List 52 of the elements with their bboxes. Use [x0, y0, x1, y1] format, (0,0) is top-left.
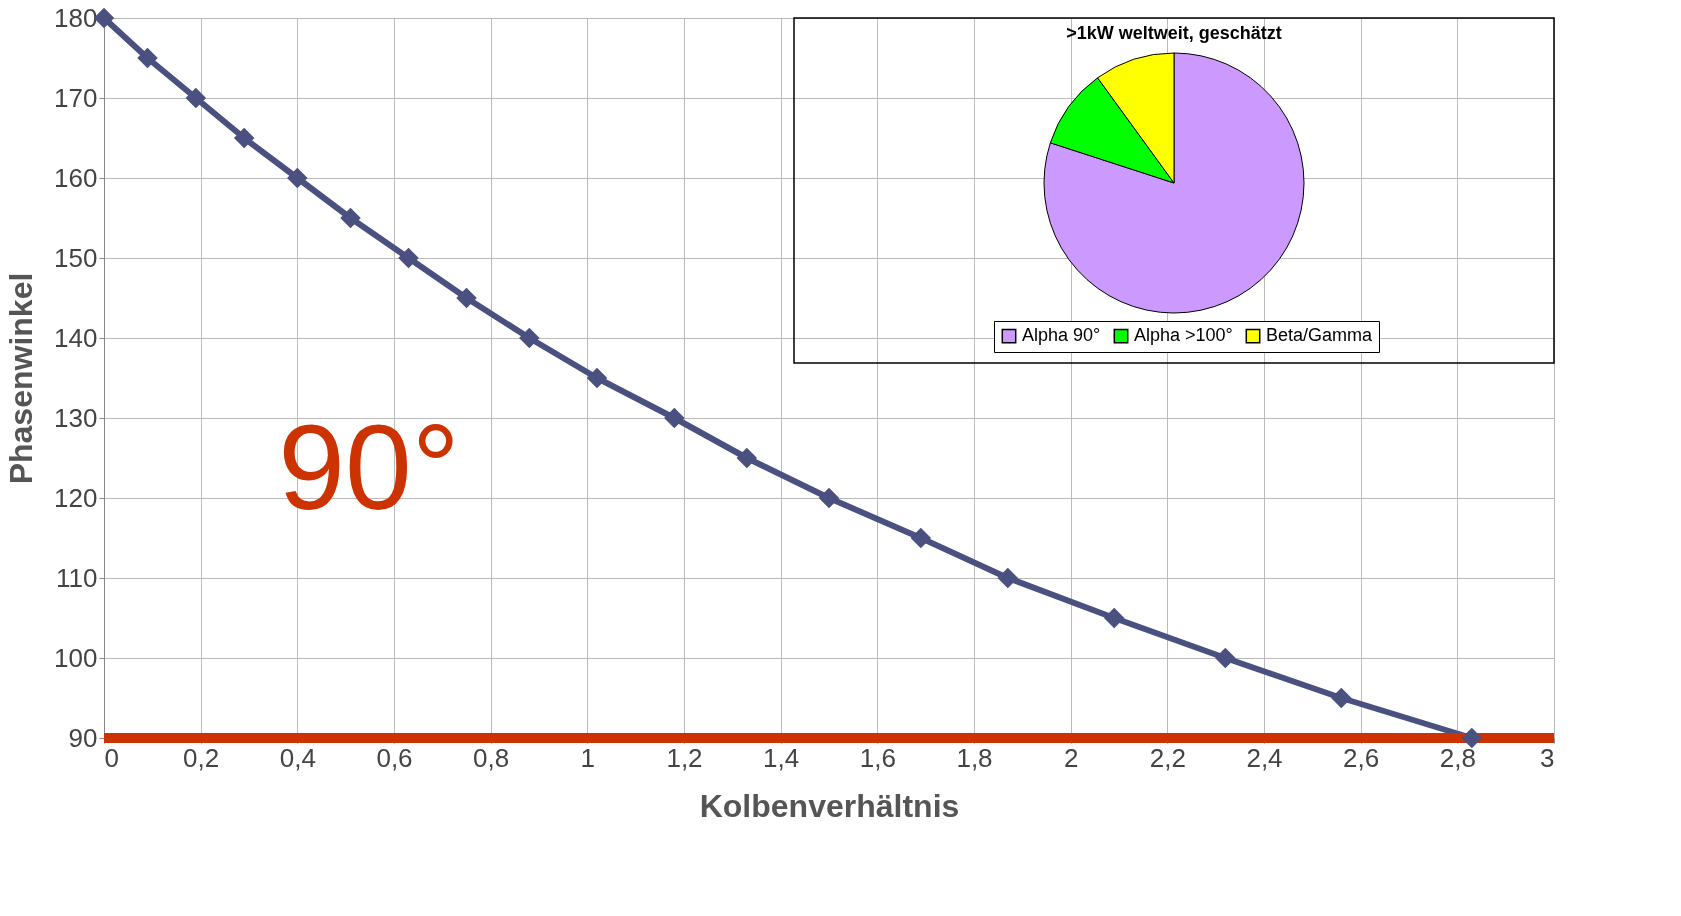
y-tick-label: 130	[54, 402, 98, 433]
annotation: 90°	[278, 400, 460, 534]
y-tick-label: 160	[54, 162, 98, 193]
y-tick-label: 150	[54, 242, 98, 273]
pie-slice	[1043, 52, 1305, 314]
x-axis-title: Kolbenverhältnis	[699, 787, 960, 824]
x-tick-label: 1	[580, 742, 596, 773]
x-tick-label: 0,8	[473, 742, 510, 773]
point	[287, 167, 308, 189]
x-tick-label: 1,2	[666, 742, 703, 773]
point	[818, 487, 840, 509]
x-tick-label: 0,4	[279, 742, 316, 773]
x-tick-label: 2,4	[1246, 742, 1283, 773]
legend-label: Alpha 90°	[1022, 325, 1101, 346]
point	[664, 407, 685, 429]
point	[137, 47, 158, 69]
chart-title: >1kW weltweit, geschätzt	[1066, 23, 1282, 43]
y-tick-label: 170	[54, 82, 98, 113]
x-tick-label: 0,2	[183, 742, 220, 773]
x-tick-label: 2,6	[1343, 742, 1380, 773]
y-tick-label: 100	[54, 642, 98, 673]
y-tick-label: 110	[56, 562, 98, 593]
y-tick-label: 120	[54, 482, 98, 513]
point	[586, 367, 608, 389]
legend-label: Beta/Gamma	[1266, 325, 1374, 346]
x-tick-label: 2	[1063, 742, 1079, 773]
point	[519, 327, 540, 349]
point	[1103, 607, 1125, 629]
x-tick-label: 1,6	[859, 742, 896, 773]
x-tick-label: 1,4	[763, 742, 800, 773]
point	[997, 567, 1019, 589]
y-tick-label: 140	[54, 322, 98, 353]
point	[456, 287, 477, 309]
point	[1331, 687, 1352, 709]
x-tick-label: 2,2	[1149, 742, 1186, 773]
point	[736, 447, 758, 469]
point	[233, 127, 255, 149]
point	[185, 87, 207, 109]
point	[398, 247, 419, 269]
x-tick-label: 0	[104, 742, 119, 773]
x-tick-label: 3	[1540, 742, 1555, 773]
y-tick-label: 180	[54, 2, 98, 33]
point	[1215, 647, 1236, 669]
x-tick-label: 1,8	[956, 742, 993, 773]
legend-label: Alpha >100°	[1134, 325, 1233, 346]
point	[1461, 727, 1483, 749]
point	[340, 207, 361, 229]
x-tick-label: 2,8	[1439, 742, 1476, 773]
point	[910, 527, 932, 549]
y-tick-label: 90	[68, 722, 98, 753]
y-axis-title: Phasenwinkel	[3, 272, 40, 485]
x-tick-label: 0,6	[376, 742, 413, 773]
